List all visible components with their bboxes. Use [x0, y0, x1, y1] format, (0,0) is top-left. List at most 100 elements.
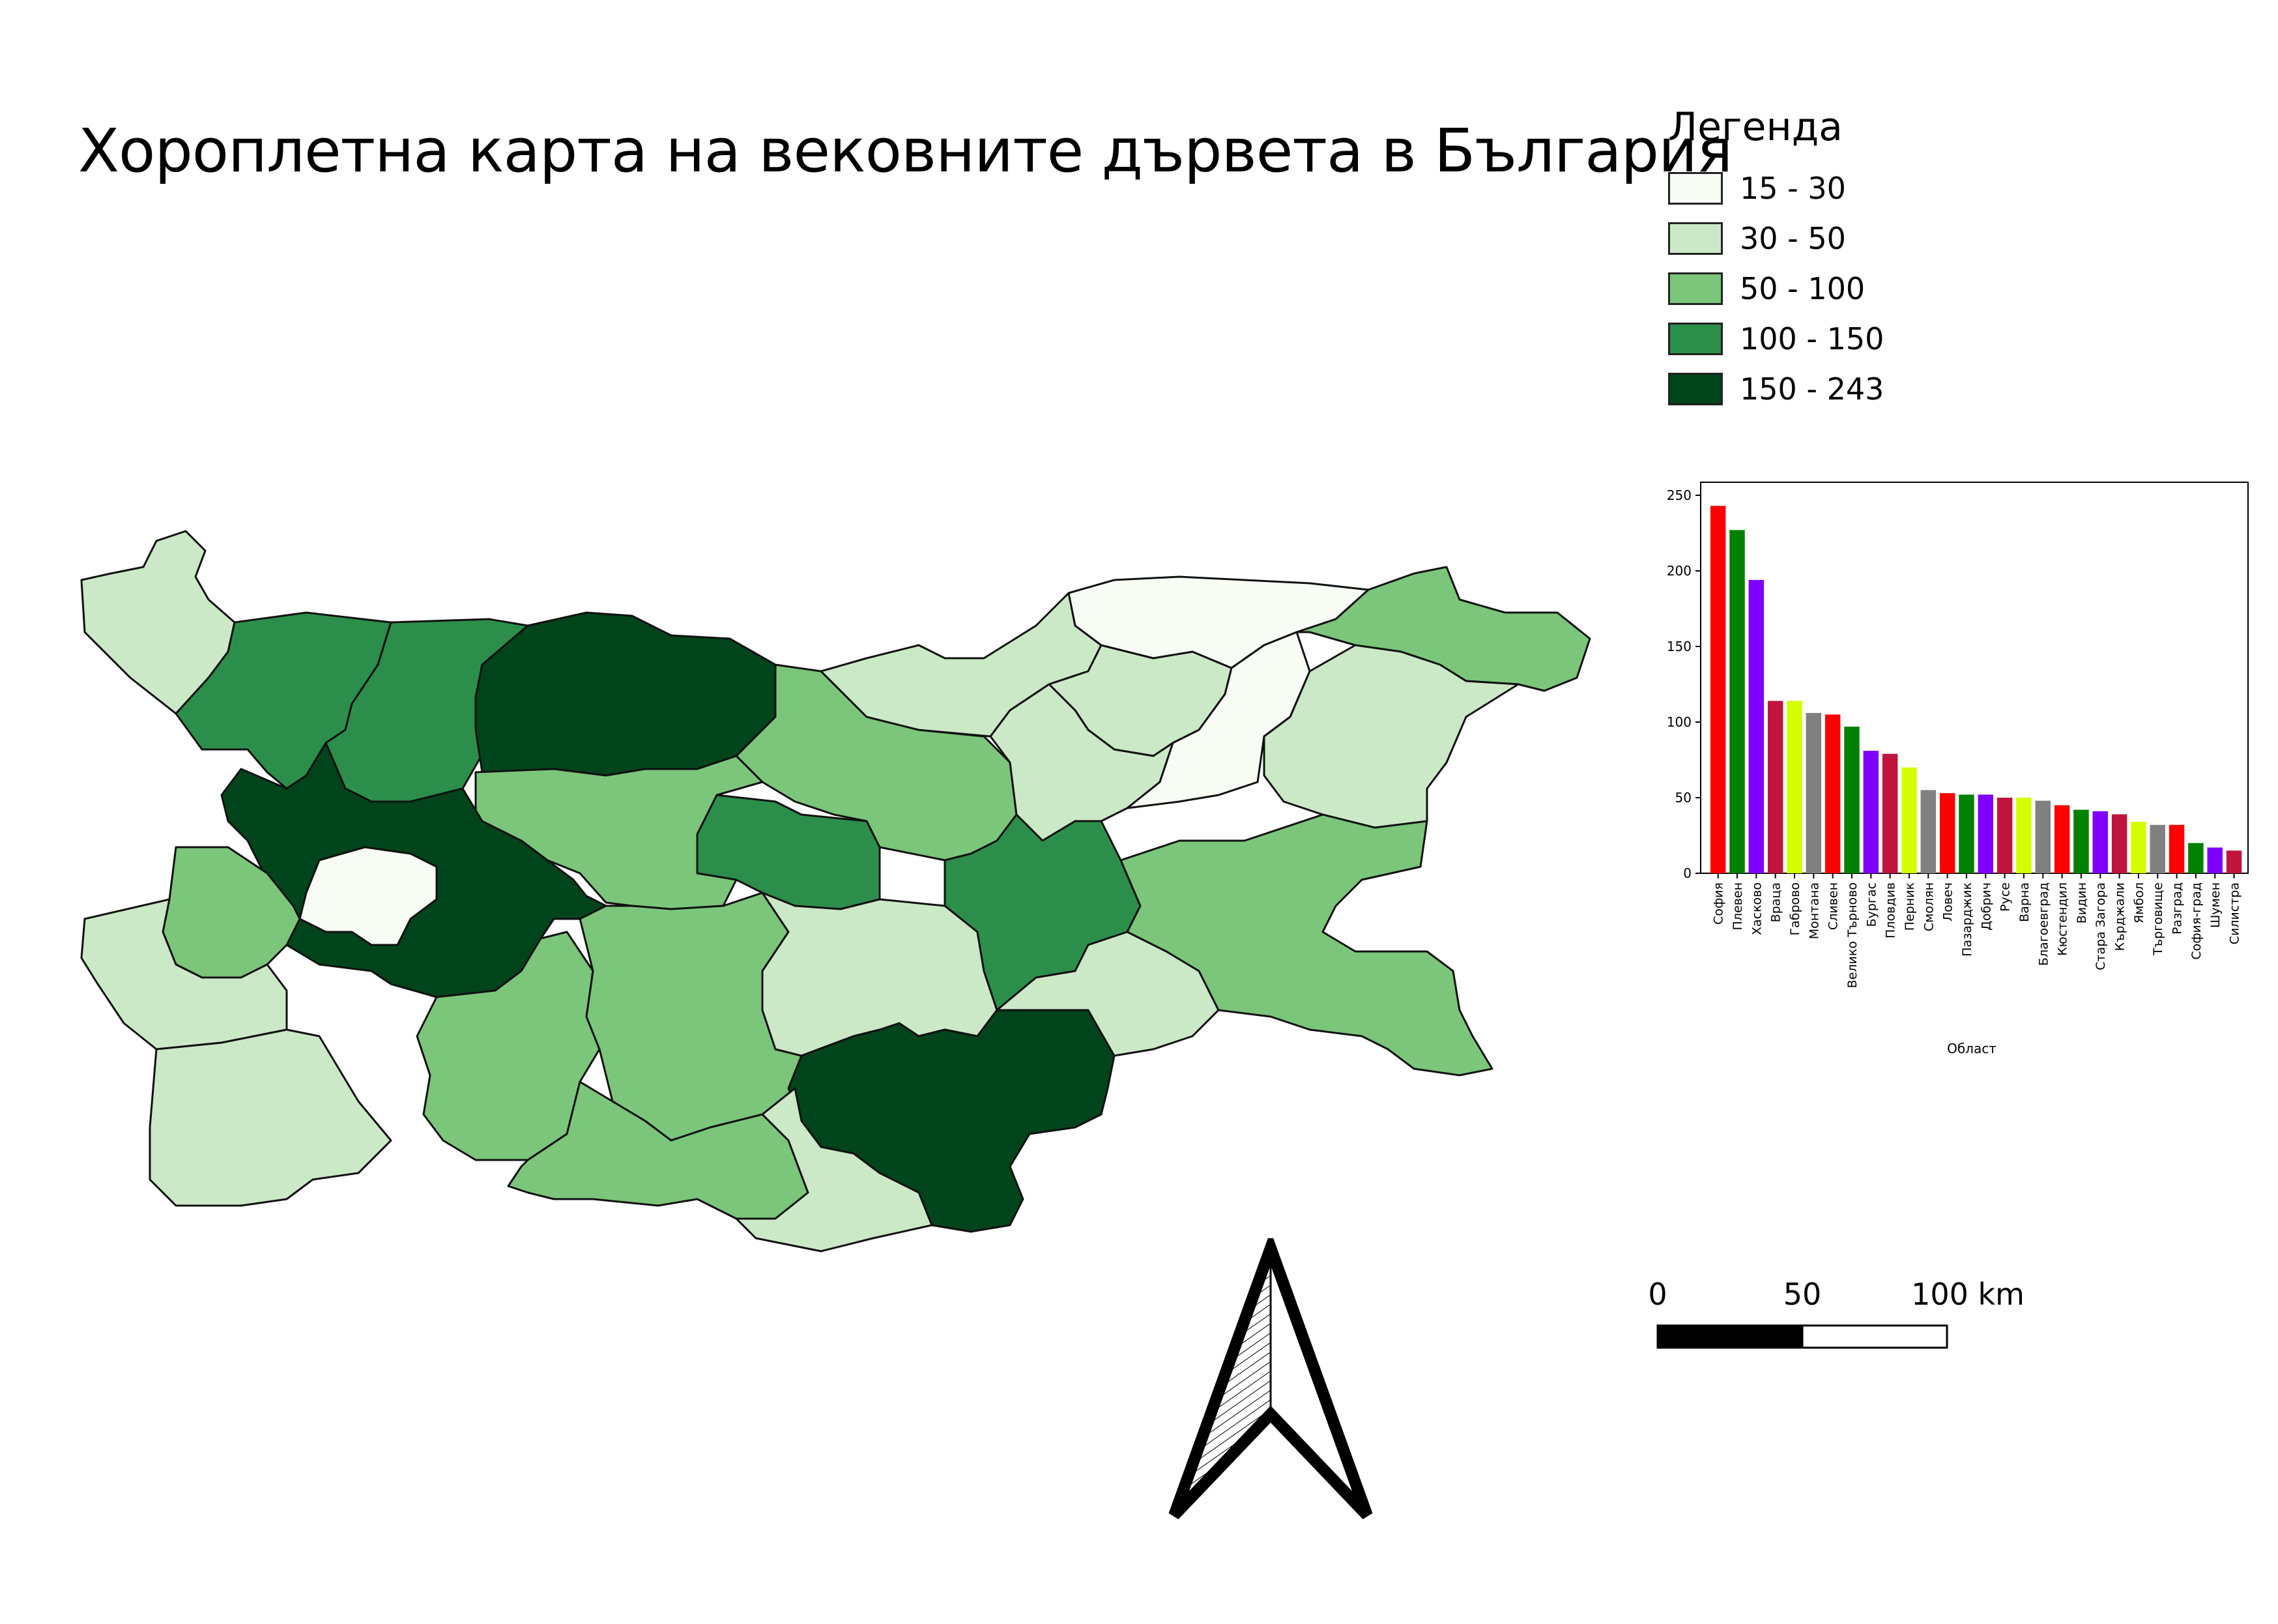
x-tick-label: Хасково [1750, 882, 1764, 935]
legend-label: 50 - 100 [1740, 271, 1866, 306]
x-tick-label: Бургас [1864, 882, 1879, 927]
x-tick-label: Ямбол [2132, 882, 2146, 923]
legend-title: Легенда [1668, 104, 1843, 150]
x-tick-label: Видин [2075, 882, 2089, 923]
region-shumen [1126, 631, 1311, 809]
x-tick-label: Шумен [2208, 882, 2223, 928]
region-kyustendil [80, 898, 288, 1051]
bar-chart: София Плевен Хасково Враца Габрово Монтана Сли… [1667, 482, 2249, 1056]
y-tick-label: 0 [1683, 865, 1692, 881]
bar [1901, 767, 1917, 873]
bar [1997, 798, 2013, 873]
bar [2092, 811, 2108, 873]
legend-label: 15 - 30 [1740, 171, 1846, 206]
bar [2226, 850, 2242, 873]
x-tick-label: Стара Загора [2094, 882, 2108, 970]
bar [1767, 701, 1783, 873]
bar [1710, 506, 1726, 873]
y-tick-label: 150 [1667, 639, 1692, 654]
x-tick-label: Сливен [1826, 882, 1841, 930]
chart-y-ticks: 0 50 100 150 200 250 [1667, 487, 1701, 881]
legend-label: 150 - 243 [1740, 371, 1884, 407]
legend-swatch [1668, 272, 1723, 305]
north-arrow-outline [1168, 1238, 1373, 1520]
legend-item-50-100: 50 - 100 [1668, 268, 1884, 309]
bar [1959, 794, 1974, 873]
x-tick-label: Враца [1769, 882, 1783, 922]
bar [2016, 798, 2032, 873]
bar [2169, 824, 2185, 873]
x-tick-label: Пловдив [1884, 882, 1898, 938]
bar [2150, 824, 2165, 873]
region-dobrich [1295, 566, 1591, 692]
legend-swatch [1668, 323, 1723, 355]
choropleth-map [80, 530, 1591, 1253]
region-pleven [474, 611, 777, 777]
x-tick-label: Варна [2017, 882, 2032, 922]
scale-label-0: 0 [1649, 1277, 1667, 1312]
north-arrow-icon [1168, 1238, 1373, 1520]
x-tick-label: Кърджали [2113, 882, 2127, 951]
bar [2207, 847, 2223, 873]
chart-axes [1700, 482, 2249, 874]
region-blagoevgrad [149, 1028, 392, 1207]
legend-item-15-30: 15 - 30 [1668, 168, 1884, 209]
legend-item-150-243: 150 - 243 [1668, 369, 1884, 409]
bar [1824, 714, 1841, 873]
bar [1787, 701, 1802, 873]
x-tick-label: Велико Търново [1845, 882, 1860, 988]
bar [1882, 753, 1898, 873]
x-tick-label: София-град [2189, 882, 2204, 960]
map-title: Хороплетна карта на вековните дървета в … [78, 116, 1733, 186]
scale-label-50: 50 [1783, 1277, 1822, 1312]
x-tick-label: Разград [2170, 882, 2185, 935]
bar [2054, 805, 2070, 873]
x-tick-label: Русе [1998, 882, 2013, 912]
bar [1729, 530, 1745, 873]
bar [2111, 814, 2127, 873]
bar [2073, 809, 2089, 873]
x-tick-label: София [1712, 882, 1726, 925]
scale-segment-black [1656, 1324, 1804, 1349]
x-tick-label: Монтана [1807, 882, 1821, 939]
region-kardzhali [735, 1087, 933, 1253]
region-lovech [474, 755, 764, 910]
bar [1844, 726, 1860, 873]
legend-item-30-50: 30 - 50 [1668, 218, 1884, 259]
y-tick-label: 50 [1675, 790, 1692, 805]
chart-x-axis-label: Област [1947, 1041, 1997, 1056]
x-tick-label: Добрич [1979, 882, 1993, 931]
y-tick-label: 200 [1667, 563, 1692, 579]
x-tick-label: Благоевград [2036, 882, 2051, 966]
x-tick-label: Ловеч [1941, 882, 1955, 921]
bar [2188, 843, 2204, 873]
scale-label-100: 100 km [1911, 1277, 2025, 1312]
chart-x-ticks: София Плевен Хасково Враца Габрово Монтана Сли… [1712, 873, 2242, 988]
x-tick-label: Габрово [1788, 882, 1802, 935]
legend-label: 100 - 150 [1740, 321, 1884, 356]
x-tick-label: Смолян [1922, 882, 1936, 931]
region-varna [1263, 644, 1520, 829]
legend-item-100-150: 100 - 150 [1668, 319, 1884, 359]
bar [2035, 800, 2051, 873]
x-tick-label: Пазарджик [1960, 882, 1974, 957]
legend-label: 30 - 50 [1740, 221, 1846, 256]
bar [1920, 790, 1937, 873]
region-burgas [1119, 813, 1493, 1077]
chart-frame [1700, 482, 2249, 874]
bar [1939, 793, 1955, 873]
bar [1748, 579, 1765, 873]
legend-swatch [1668, 373, 1723, 405]
y-tick-label: 250 [1667, 487, 1692, 503]
chart-bars [1710, 506, 2242, 873]
y-tick-label: 100 [1667, 714, 1692, 730]
bar [1863, 751, 1879, 873]
x-tick-label: Перник [1903, 882, 1917, 931]
legend-swatch [1668, 222, 1723, 255]
bar [2131, 822, 2146, 873]
x-tick-label: Силистра [2228, 882, 2242, 944]
scale-bar: 0 50 100 km [1649, 1277, 2025, 1349]
legend: Легенда 15 - 30 30 - 50 50 - 100 100 - 1… [1668, 104, 1884, 419]
legend-swatch [1668, 172, 1723, 205]
x-tick-label: Кюстендил [2056, 882, 2070, 956]
